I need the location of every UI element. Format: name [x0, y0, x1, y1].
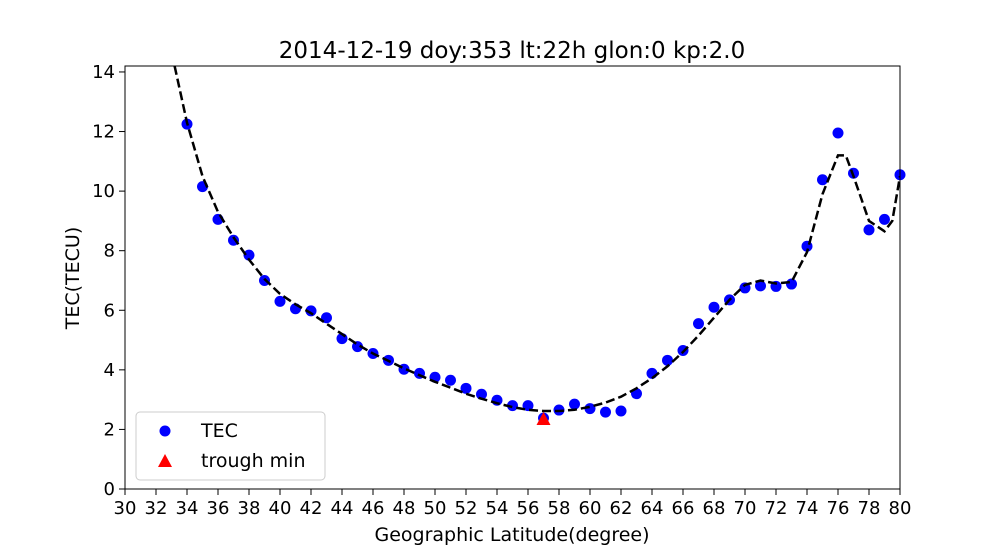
tec-data-point: [786, 278, 797, 290]
x-tick-label: 58: [548, 498, 571, 519]
x-tick-label: 50: [424, 498, 447, 519]
y-tick-label: 0: [104, 479, 115, 500]
legend: TEC trough min: [135, 411, 326, 481]
x-tick-label: 44: [331, 498, 354, 519]
tec-data-point: [817, 174, 828, 186]
x-tick-label: 62: [610, 498, 633, 519]
x-tick-label: 80: [889, 498, 912, 519]
x-tick-label: 64: [641, 498, 664, 519]
x-tick-label: 48: [393, 498, 416, 519]
y-axis-label: TEC(TECU): [62, 227, 84, 331]
tec-data-point: [476, 388, 487, 400]
y-tick-label: 4: [104, 360, 115, 381]
tec-data-point: [693, 318, 704, 330]
x-tick-label: 54: [486, 498, 509, 519]
x-tick-label: 30: [114, 498, 137, 519]
x-tick-label: 60: [579, 498, 602, 519]
tec-data-point: [507, 400, 518, 412]
x-tick-label: 56: [517, 498, 540, 519]
x-tick-label: 32: [145, 498, 168, 519]
x-tick-label: 42: [300, 498, 323, 519]
tec-data-point: [615, 405, 627, 417]
x-tick-label: 74: [796, 498, 819, 519]
tec-data-point: [708, 301, 720, 313]
x-tick-label: 46: [362, 498, 385, 519]
tec-data-point: [584, 403, 596, 415]
tec-data-point: [662, 354, 673, 366]
legend-label-trough-min: trough min: [201, 450, 305, 472]
y-axis: 0 2 4 6 8 10 12 14: [92, 62, 125, 500]
plot-area: [173, 66, 906, 425]
y-tick-label: 12: [92, 122, 115, 143]
x-axis: 30 32 34 36 38 40 42 44 46 48 50 52 54 56 58 60 62 64 66 68…: [114, 489, 912, 519]
fit-curve-line: [173, 66, 900, 413]
x-tick-label: 66: [672, 498, 695, 519]
x-tick-label: 72: [765, 498, 788, 519]
tec-data-point: [274, 295, 286, 307]
y-tick-label: 10: [92, 181, 115, 202]
tec-data-point: [755, 280, 766, 292]
x-tick-label: 38: [238, 498, 261, 519]
x-tick-label: 40: [269, 498, 292, 519]
x-tick-label: 36: [207, 498, 230, 519]
y-tick-label: 8: [104, 241, 115, 262]
x-tick-label: 34: [176, 498, 199, 519]
y-tick-label: 6: [104, 300, 115, 321]
chart-title: 2014-12-19 doy:353 lt:22h glon:0 kp:2.0: [279, 38, 745, 64]
legend-box: [135, 411, 326, 481]
legend-label-tec: TEC: [200, 420, 238, 442]
legend-marker-tec: [159, 425, 171, 437]
x-tick-label: 78: [858, 498, 881, 519]
trough-min-marker: [536, 411, 551, 425]
legend-marker-trough-min: [158, 454, 172, 467]
tec-data-point: [863, 224, 875, 236]
x-axis-label: Geographic Latitude(degree): [374, 524, 649, 546]
y-tick-label: 2: [104, 419, 115, 440]
x-tick-label: 52: [455, 498, 478, 519]
tec-data-point: [569, 398, 580, 410]
x-tick-label: 70: [734, 498, 757, 519]
tec-data-point: [460, 382, 472, 394]
tec-data-point: [600, 406, 611, 418]
tec-data-point: [243, 249, 255, 261]
tec-data-point: [832, 127, 844, 139]
x-tick-label: 68: [703, 498, 726, 519]
tec-data-point: [879, 213, 890, 225]
y-tick-label: 14: [92, 62, 115, 83]
x-tick-label: 76: [827, 498, 850, 519]
plot-frame: [124, 65, 901, 490]
tec-data-point: [445, 374, 456, 386]
